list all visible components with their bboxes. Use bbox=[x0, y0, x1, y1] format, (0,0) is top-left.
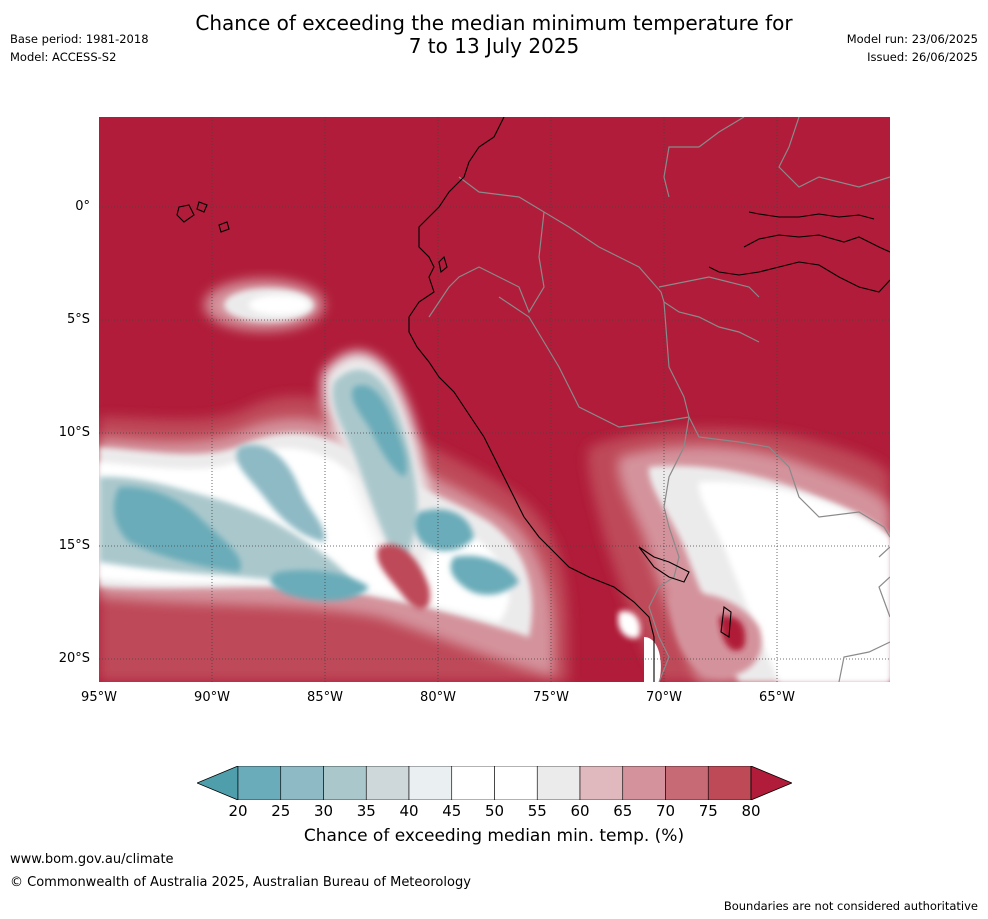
lon-label-70w: 70°W bbox=[646, 690, 682, 705]
colorbar bbox=[195, 765, 794, 801]
lon-label-65w: 65°W bbox=[759, 690, 795, 705]
gridlines bbox=[99, 117, 890, 682]
colorbar-tick-label: 40 bbox=[399, 802, 419, 820]
anomaly-southwest bbox=[99, 396, 569, 682]
colorbar-tick-label: 55 bbox=[527, 802, 547, 820]
lat-label-0: 0° bbox=[75, 199, 90, 214]
anomaly-central-tongue bbox=[321, 351, 519, 610]
colorbar-extend-high bbox=[750, 765, 794, 801]
coastline bbox=[176, 116, 891, 682]
lon-label-80w: 80°W bbox=[420, 690, 456, 705]
colorbar-tick-label: 50 bbox=[484, 802, 505, 820]
colorbar-segment bbox=[494, 765, 538, 801]
colorbar-tick-label: 75 bbox=[698, 802, 718, 820]
anomaly-northwest-patch bbox=[204, 279, 324, 331]
lat-label-5s: 5°S bbox=[66, 312, 90, 327]
colorbar-tick-label: 45 bbox=[442, 802, 462, 820]
model-run: Model run: 23/06/2025 bbox=[846, 32, 978, 46]
colorbar-tick-label: 60 bbox=[570, 802, 590, 820]
lon-label-95w: 95°W bbox=[81, 690, 117, 705]
colorbar-segment bbox=[665, 765, 709, 801]
model-name: Model: ACCESS-S2 bbox=[10, 50, 117, 64]
anomaly-southeast bbox=[587, 428, 890, 682]
map-svg bbox=[99, 116, 891, 683]
meta-right: Model run: 23/06/2025 Issued: 26/06/2025 bbox=[847, 30, 978, 66]
colorbar-segment bbox=[536, 765, 581, 801]
chart-title: Chance of exceeding the median minimum t… bbox=[0, 12, 988, 58]
colorbar-label: Chance of exceeding median min. temp. (%… bbox=[303, 826, 685, 846]
colorbar-tick-label: 65 bbox=[613, 802, 633, 820]
colorbar-tick-label: 80 bbox=[741, 802, 761, 820]
footer-disclaimer: Boundaries are not considered authoritat… bbox=[723, 899, 978, 913]
lon-label-85w: 85°W bbox=[307, 690, 343, 705]
colorbar-tick-label: 25 bbox=[271, 802, 291, 820]
colorbar-tick-label: 30 bbox=[313, 802, 334, 820]
colorbar-segment bbox=[280, 765, 324, 801]
lat-label-10s: 10°S bbox=[58, 425, 90, 440]
footer-url[interactable]: www.bom.gov.au/climate bbox=[10, 852, 174, 867]
forecast-map bbox=[99, 116, 891, 683]
title-line-2: 7 to 13 July 2025 bbox=[408, 34, 580, 58]
colorbar-svg bbox=[195, 765, 794, 801]
lat-label-20s: 20°S bbox=[58, 651, 90, 666]
issued-date: Issued: 26/06/2025 bbox=[867, 50, 978, 64]
colorbar-segment bbox=[408, 765, 453, 801]
colorbar-tick-label: 20 bbox=[228, 802, 248, 820]
base-period: Base period: 1981-2018 bbox=[10, 32, 149, 46]
colorbar-tick-label: 70 bbox=[655, 802, 676, 820]
colorbar-segment bbox=[323, 765, 367, 801]
footer-copyright: © Commonwealth of Australia 2025, Austra… bbox=[10, 875, 471, 890]
lon-label-75w: 75°W bbox=[533, 690, 569, 705]
colorbar-segment bbox=[579, 765, 624, 801]
colorbar-segment bbox=[237, 765, 282, 801]
colorbar-segment bbox=[365, 765, 410, 801]
colorbar-segment bbox=[622, 765, 666, 801]
colorbar-segment bbox=[451, 765, 495, 801]
country-borders bbox=[428, 116, 891, 683]
lon-label-90w: 90°W bbox=[194, 690, 230, 705]
colorbar-extend-low bbox=[195, 765, 239, 801]
colorbar-segment bbox=[707, 765, 752, 801]
lat-label-15s: 15°S bbox=[58, 538, 90, 553]
colorbar-tick-label: 35 bbox=[356, 802, 376, 820]
title-line-1: Chance of exceeding the median minimum t… bbox=[195, 11, 793, 35]
meta-left: Base period: 1981-2018 Model: ACCESS-S2 bbox=[10, 30, 149, 66]
